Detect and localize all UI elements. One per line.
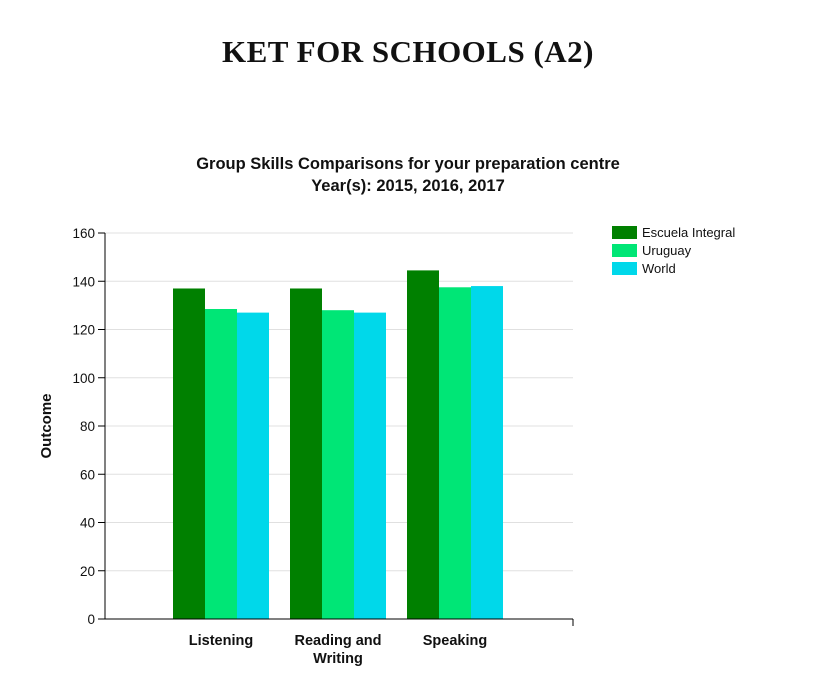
bar: [407, 270, 439, 619]
bar: [237, 312, 269, 619]
x-tick-label: Reading and Writing: [294, 633, 381, 667]
bars: [173, 270, 503, 619]
y-tick-label: 140: [72, 274, 95, 289]
y-tick-label: 20: [80, 564, 95, 579]
y-tick-label: 40: [80, 516, 95, 531]
x-tick-label-line: Speaking: [423, 633, 487, 649]
legend-label: Uruguay: [642, 243, 692, 258]
y-tick-label: 100: [72, 371, 95, 386]
bar: [205, 308, 237, 619]
bar: [471, 286, 503, 619]
y-tick-label: 120: [72, 323, 95, 338]
legend-swatch: [612, 244, 637, 257]
y-axis-label: Outcome: [38, 393, 55, 458]
x-tick-label-line: Writing: [313, 651, 363, 667]
legend-swatch: [612, 226, 637, 239]
x-tick-label: Listening: [189, 633, 253, 649]
legend-swatch: [612, 262, 637, 275]
axes: 0 20 40 60 80 100 120 140 160 Listening Reading an…: [72, 226, 574, 667]
bar: [439, 287, 471, 619]
bar: [322, 310, 354, 619]
x-tick-label-line: Reading and: [294, 633, 381, 649]
legend-label: World: [642, 261, 676, 276]
bar: [290, 288, 322, 619]
page-title: KET FOR SCHOOLS (A2): [221, 34, 594, 69]
y-tick-label: 80: [80, 419, 95, 434]
x-tick-label: Speaking: [423, 633, 487, 649]
legend: Escuela Integral Uruguay World: [612, 225, 735, 276]
y-tick-label: 0: [87, 612, 95, 627]
legend-label: Escuela Integral: [642, 225, 735, 240]
y-tick-label: 60: [80, 467, 95, 482]
y-tick-label: 160: [72, 226, 95, 241]
x-tick-label-line: Listening: [189, 633, 253, 649]
bar: [173, 288, 205, 619]
chart-subtitle: Year(s): 2015, 2016, 2017: [311, 177, 505, 195]
bar: [354, 312, 386, 619]
chart-title: Group Skills Comparisons for your prepar…: [196, 155, 620, 173]
